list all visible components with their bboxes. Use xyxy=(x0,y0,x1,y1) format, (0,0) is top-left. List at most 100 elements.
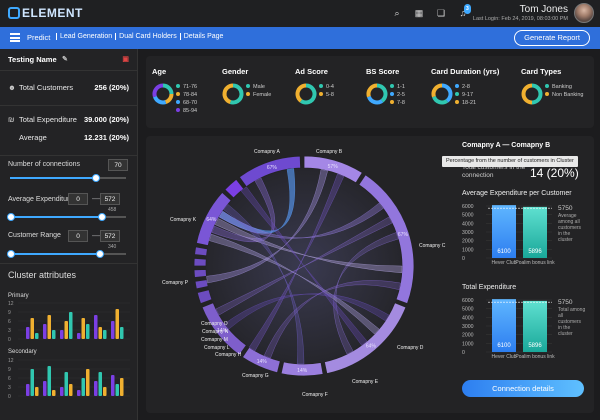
connection-details-button[interactable]: Connection details xyxy=(462,380,584,397)
chord-arc xyxy=(280,361,324,377)
top-bar: ELEMENT ⌕ ▦ ❏ ♫ 3 Tom Jones Last Login: F… xyxy=(0,0,600,27)
cust-range-slider[interactable] xyxy=(7,250,126,258)
chord-label[interactable]: Comapny B xyxy=(316,149,343,155)
chord-label[interactable]: Comapny F xyxy=(302,392,328,398)
card-title: Ad Score xyxy=(295,67,328,76)
delete-icon[interactable]: ▣ xyxy=(122,56,129,63)
bar xyxy=(30,318,34,339)
donut-slice xyxy=(299,83,317,105)
chord-label[interactable]: Comapny D xyxy=(397,345,424,351)
notification-badge: 3 xyxy=(464,4,471,14)
bell-icon[interactable]: ♫ 3 xyxy=(459,4,471,18)
donut-slice xyxy=(521,83,533,105)
avg-exp-min-input[interactable]: 0 xyxy=(68,193,88,205)
bar xyxy=(111,321,115,339)
donut-chart xyxy=(295,83,317,105)
bar xyxy=(86,369,90,396)
donut-slice xyxy=(152,83,164,98)
bar xyxy=(103,330,107,339)
attribute-cards: Age 71-76 78-84 68-70 85-94 Gender Male Female A… xyxy=(146,56,594,128)
breadcrumb-item[interactable]: Details Page xyxy=(179,33,227,40)
connections-input[interactable]: 70 xyxy=(108,159,128,171)
user-info[interactable]: Tom Jones Last Login: Feb 24, 2019, 08:0… xyxy=(473,4,568,22)
y-tick: 4000 xyxy=(462,221,474,227)
chord-arc xyxy=(193,257,207,267)
bar xyxy=(30,369,34,396)
legend-item: 71-76 xyxy=(176,83,197,91)
breadcrumb-item[interactable]: Dual Card Holders xyxy=(115,33,180,40)
avg-exp-max-input[interactable]: 572 xyxy=(100,193,120,205)
avg-exp-slider[interactable] xyxy=(7,213,126,221)
donut-slice xyxy=(431,83,443,98)
bar xyxy=(43,324,47,339)
slider-handle[interactable] xyxy=(96,250,104,258)
chord-ribbon xyxy=(263,280,401,359)
avg-exp-chart: 6000 5000 4000 3000 2000 1000 0 6100 Hever Club 5… xyxy=(462,204,582,264)
last-login: Last Login: Feb 24, 2019, 08:03:00 PM xyxy=(472,16,568,22)
chord-arc xyxy=(201,302,247,356)
chord-label[interactable]: Comapny P xyxy=(162,280,189,286)
y-tick: 5000 xyxy=(462,213,474,219)
legend-item: 2-5 xyxy=(390,91,405,99)
total-expenditure-row: ₪ Total Expenditure 39.000 (20%) xyxy=(0,111,137,129)
slider-handle[interactable] xyxy=(92,174,100,182)
users-icon: ☻ xyxy=(8,83,16,92)
menu-icon[interactable] xyxy=(10,33,20,42)
card-title: Card Duration (yrs) xyxy=(431,67,500,76)
chord-ribbon xyxy=(218,202,384,239)
avatar[interactable] xyxy=(574,3,594,23)
legend-item: 0-4 xyxy=(319,83,334,91)
chord-label[interactable]: Comapny H xyxy=(215,352,242,358)
calendar-icon[interactable]: ▦ xyxy=(414,8,424,18)
y-tick: 5000 xyxy=(462,307,474,313)
donut-slice xyxy=(162,83,174,95)
chord-label[interactable]: Comapny L xyxy=(204,345,230,351)
user-name: Tom Jones xyxy=(519,4,568,15)
chord-arc xyxy=(196,289,213,305)
nav-predict[interactable]: Predict xyxy=(27,33,51,42)
chord-label[interactable]: Comapny N xyxy=(202,329,229,335)
cust-range-max-input[interactable]: 572 xyxy=(100,230,120,242)
bookmark-icon[interactable]: ❏ xyxy=(436,8,446,18)
bar xyxy=(523,206,547,258)
slider-handle[interactable] xyxy=(98,213,106,221)
y-tick: 1000 xyxy=(462,341,474,347)
chord-label[interactable]: Comapny O xyxy=(201,321,228,327)
chord-label[interactable]: Comapny M xyxy=(201,337,228,343)
edit-icon[interactable]: ✎ xyxy=(62,56,68,63)
legend-item: Male xyxy=(246,83,271,91)
chord-label[interactable]: Comapny A xyxy=(254,149,280,155)
chord-label[interactable]: Comapny K xyxy=(170,217,197,223)
connection-panel: Comapny A — Comapny B Total customers in… xyxy=(462,136,594,413)
generate-report-button[interactable]: Generate Report xyxy=(514,30,590,46)
connections-slider[interactable] xyxy=(10,174,126,182)
average-row: Average 12.231 (20%) xyxy=(19,133,129,142)
search-icon[interactable]: ⌕ xyxy=(394,8,400,18)
donut-chart xyxy=(222,83,244,105)
chord-label[interactable]: Comapny G xyxy=(242,373,269,379)
bar xyxy=(77,333,81,339)
card-title: Age xyxy=(152,67,167,76)
primary-chart: 12 9 6 3 0 xyxy=(8,301,130,343)
y-tick: 4000 xyxy=(462,315,474,321)
total-exp-chart: 6000 5000 4000 3000 2000 1000 0 6100 Hever Club 5… xyxy=(462,298,585,358)
bar xyxy=(60,330,64,339)
side-text: among all xyxy=(558,219,580,225)
cust-range-min-input[interactable]: 0 xyxy=(68,230,88,242)
slider-handle[interactable] xyxy=(7,213,15,221)
breadcrumb-item[interactable]: Lead Generation xyxy=(56,33,115,40)
bar xyxy=(52,390,56,396)
chord-ribbon xyxy=(206,169,329,284)
avg-exp-tick: 458 xyxy=(108,207,117,213)
slider-handle[interactable] xyxy=(7,250,15,258)
side-text: cluster xyxy=(558,237,573,243)
chord-label[interactable]: Comapny C xyxy=(419,243,446,249)
avg-exp-title: Average Expenditure per Customer xyxy=(462,190,572,197)
chord-label[interactable]: Comapny E xyxy=(352,379,379,385)
bar xyxy=(492,299,516,352)
bar-label: Poalim bonus link xyxy=(515,354,555,358)
logo[interactable]: ELEMENT xyxy=(8,6,83,20)
card-legend: 0-4 5-8 xyxy=(319,83,334,99)
bar xyxy=(26,327,30,339)
y-tick: 1000 xyxy=(462,247,474,253)
